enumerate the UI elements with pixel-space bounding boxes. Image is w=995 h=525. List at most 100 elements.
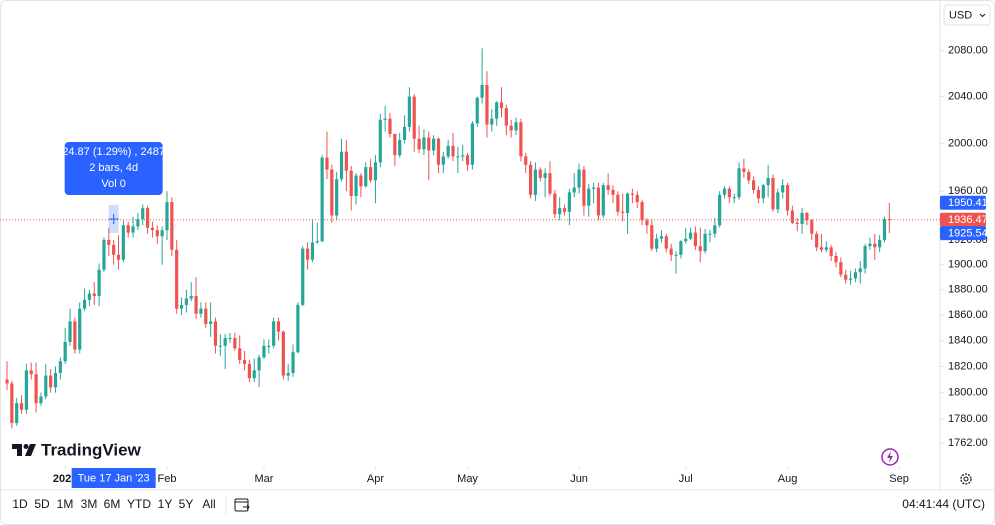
crosshair-time: Tue 17 Jan '23 xyxy=(78,472,150,484)
candle-body xyxy=(339,151,344,180)
measure-bars: 2 bars, 4d xyxy=(89,162,138,174)
candle-body xyxy=(170,202,174,250)
range-button[interactable]: YTD xyxy=(127,497,151,511)
candle-body xyxy=(630,193,634,195)
candle-body xyxy=(373,162,378,181)
candle-body xyxy=(703,233,707,252)
candle-body xyxy=(645,220,649,226)
candle-body xyxy=(587,188,591,206)
goto-date-button[interactable] xyxy=(234,498,250,512)
candle-body xyxy=(562,208,567,212)
candle-body xyxy=(155,230,159,237)
calendar-icon[interactable] xyxy=(234,498,249,512)
x-tick-label: Feb xyxy=(157,473,176,485)
candle-body xyxy=(606,185,610,190)
candle-body xyxy=(305,248,310,260)
candle-body xyxy=(504,108,508,126)
candle-body xyxy=(286,372,290,376)
candle-body xyxy=(616,194,620,212)
candle-body xyxy=(790,210,794,223)
candle-body xyxy=(131,226,135,233)
candle-body xyxy=(87,293,92,300)
y-tick-label: 2080.00 xyxy=(948,45,988,57)
candle-body xyxy=(776,192,780,210)
candle-body xyxy=(325,157,329,170)
candle-body xyxy=(490,118,494,125)
candle-body xyxy=(58,361,62,373)
candle-body xyxy=(34,374,38,404)
candle-body xyxy=(679,241,683,255)
range-button[interactable]: 5D xyxy=(34,497,50,511)
settings-button[interactable] xyxy=(960,473,972,485)
price-label: 1950.41 xyxy=(948,197,988,209)
candle-body xyxy=(819,247,824,250)
candle-body xyxy=(24,370,28,410)
candle-body xyxy=(112,244,116,255)
candle-body xyxy=(44,375,48,397)
candle-body xyxy=(262,345,266,358)
candle-body xyxy=(650,225,654,249)
candle-body xyxy=(102,239,106,270)
candle-body xyxy=(761,185,765,199)
range-button[interactable]: All xyxy=(202,497,215,511)
candle-body xyxy=(320,157,324,242)
candle-body xyxy=(533,169,538,195)
candle-body xyxy=(53,372,58,388)
candle-body xyxy=(150,227,155,231)
price-label-box xyxy=(940,212,986,227)
candle-body xyxy=(436,138,441,165)
brand: TradingView xyxy=(41,440,142,459)
candle-body xyxy=(194,296,198,314)
candle-body xyxy=(121,225,125,260)
logo-mark xyxy=(23,444,29,449)
candle-body xyxy=(344,151,348,171)
candle-body xyxy=(519,122,523,157)
candle-body xyxy=(878,239,882,248)
candle-body xyxy=(451,145,455,157)
candle-body xyxy=(281,331,285,376)
candle-body xyxy=(349,170,353,197)
candle-body xyxy=(698,246,702,252)
candle-body xyxy=(528,164,533,195)
candle-body xyxy=(577,169,581,188)
range-button[interactable]: 6M xyxy=(104,497,121,511)
candle-body xyxy=(795,222,799,224)
candle-body xyxy=(640,202,644,221)
lightning-button[interactable] xyxy=(881,448,899,466)
candle-body xyxy=(800,213,804,224)
candle-body xyxy=(330,169,334,216)
currency-button[interactable] xyxy=(943,4,991,26)
measure-tooltip xyxy=(64,142,163,195)
candle-body xyxy=(204,308,208,324)
candle-body xyxy=(751,180,756,190)
candle-body xyxy=(669,248,673,255)
range-button[interactable]: 1D xyxy=(12,497,28,511)
candle-body xyxy=(301,248,305,305)
range-button[interactable]: 5Y xyxy=(179,497,194,511)
candle-body xyxy=(810,220,814,234)
logo-mark xyxy=(12,444,22,456)
currency[interactable]: USD xyxy=(949,9,972,21)
range-button[interactable]: 1Y xyxy=(158,497,173,511)
candle-body xyxy=(873,243,877,248)
candle-body xyxy=(398,139,402,156)
x-tick-label: Jul xyxy=(679,473,693,485)
candle-body xyxy=(209,321,213,324)
y-tick-label: 1860.00 xyxy=(948,309,988,321)
range-button[interactable]: 1M xyxy=(57,497,74,511)
y-tick-label: 1960.00 xyxy=(948,185,988,197)
gear[interactable] xyxy=(960,473,972,485)
range-button[interactable]: 3M xyxy=(81,497,98,511)
candle-body xyxy=(848,278,853,280)
candle-body xyxy=(73,321,77,350)
candle-body xyxy=(78,308,82,350)
currency-select[interactable]: USD xyxy=(943,4,991,26)
candles xyxy=(5,48,891,429)
candle-body xyxy=(427,137,431,151)
y-tick-label: 1762.00 xyxy=(948,437,988,449)
candle-body xyxy=(742,168,746,172)
candle-body xyxy=(417,138,421,150)
price-label: 1936.47 xyxy=(948,214,988,226)
candle-body xyxy=(238,348,242,360)
